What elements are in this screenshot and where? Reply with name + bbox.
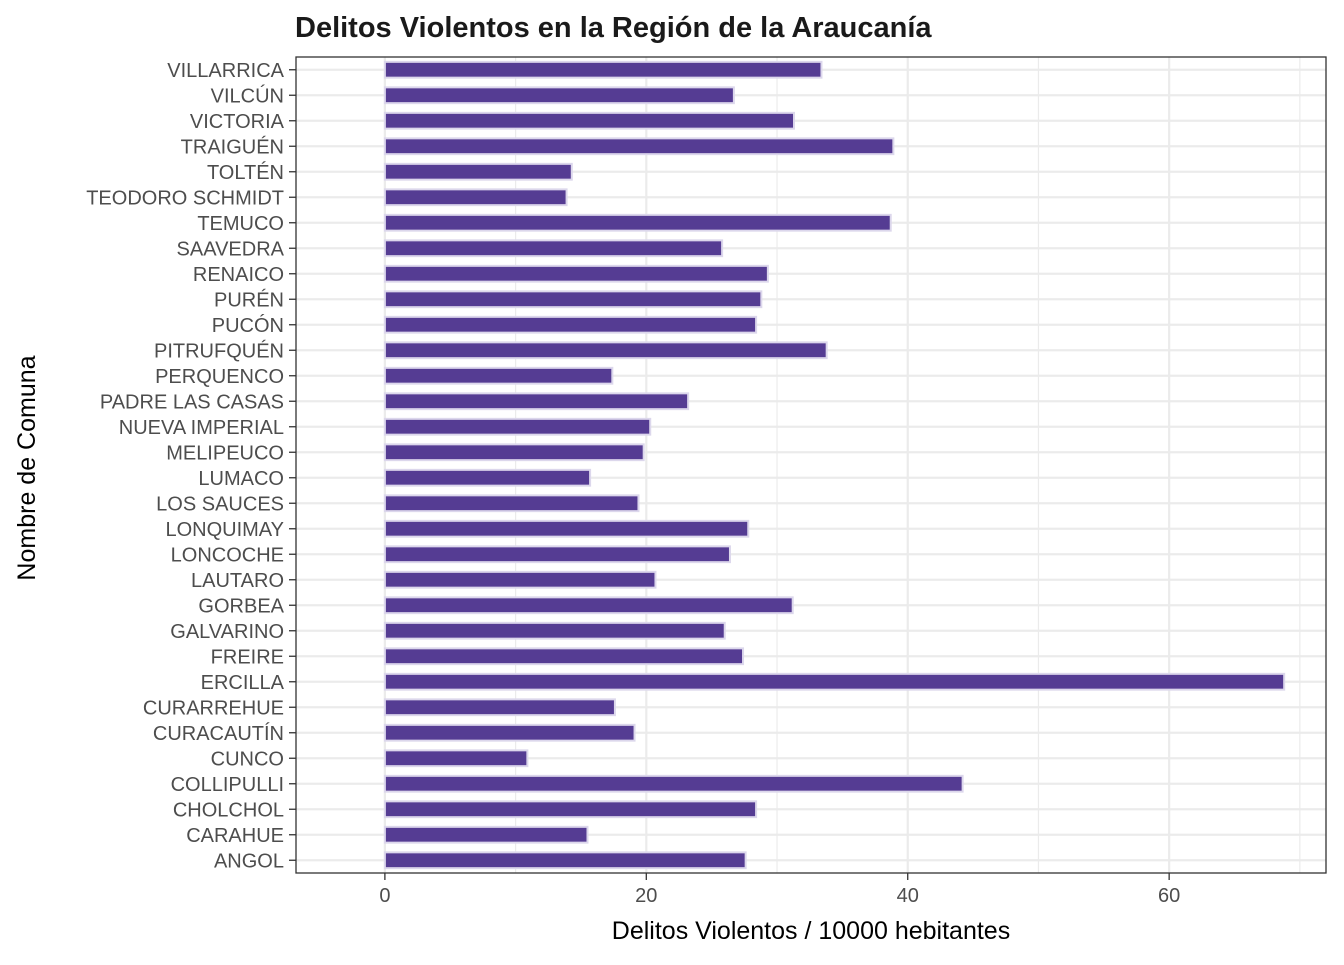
y-tick-label: LONQUIMAY (165, 519, 284, 541)
bar (383, 392, 690, 411)
y-tick-label: NUEVA IMPERIAL (119, 417, 284, 439)
y-tick-label: RENAICO (193, 264, 284, 286)
bar (383, 698, 616, 717)
bar (383, 137, 895, 156)
y-tick-label: FREIRE (211, 646, 284, 668)
bar (383, 519, 750, 538)
bar (383, 213, 892, 232)
bar (383, 596, 794, 615)
x-tick-label: 0 (379, 885, 390, 907)
y-tick-label: TEMUCO (197, 213, 284, 235)
bar (383, 162, 573, 181)
y-tick-label: CARAHUE (186, 825, 284, 847)
bar (383, 672, 1286, 691)
bar (383, 264, 769, 283)
bar-layer (383, 60, 1286, 870)
bar (383, 647, 745, 666)
axis-layer: ANGOL CARAHUE CHOLCHOL COLLIPULLI CUNCO CURAC… (86, 60, 1180, 907)
x-tick-label: 20 (635, 885, 657, 907)
bar (383, 545, 731, 564)
bar (383, 851, 747, 870)
bar (383, 570, 657, 589)
y-axis-title: Nombre de Comuna (13, 355, 41, 580)
y-tick-label: TRAIGUÉN (181, 135, 284, 158)
bar (383, 417, 652, 436)
y-tick-label: CUNCO (211, 748, 284, 770)
bar (383, 86, 735, 105)
bar (383, 443, 645, 462)
y-tick-label: LONCOCHE (171, 544, 284, 566)
y-tick-label: PITRUFQUÉN (154, 339, 284, 362)
y-tick-label: MELIPEUCO (166, 442, 284, 464)
y-tick-label: LUMACO (198, 468, 284, 490)
bar (383, 290, 763, 309)
y-tick-label: PADRE LAS CASAS (100, 391, 284, 413)
chart-title: Delitos Violentos en la Región de la Ara… (295, 12, 932, 44)
y-tick-label: LAUTARO (191, 570, 284, 592)
y-tick-label: CHOLCHOL (173, 799, 284, 821)
bar (383, 366, 614, 385)
y-tick-label: VICTORIA (190, 111, 285, 133)
y-tick-label: VILLARRICA (167, 60, 284, 82)
y-tick-label: SAAVEDRA (177, 238, 285, 260)
y-tick-label: CURARREHUE (143, 697, 284, 719)
y-tick-label: ERCILLA (201, 672, 285, 694)
x-tick-label: 60 (1158, 885, 1180, 907)
bar (383, 800, 758, 819)
bar (383, 468, 592, 487)
bar (383, 341, 828, 360)
panel-border (295, 56, 1327, 874)
x-tick-label: 40 (897, 885, 919, 907)
y-tick-label: PURÉN (214, 288, 284, 311)
y-tick-label: ANGOL (214, 850, 284, 872)
y-tick-label: PERQUENCO (155, 366, 284, 388)
bar (383, 60, 823, 79)
y-tick-label: PUCÓN (212, 314, 284, 337)
bar (383, 239, 724, 258)
bar (383, 315, 758, 334)
y-tick-label: COLLIPULLI (171, 774, 284, 796)
bar (383, 825, 589, 844)
bar (383, 188, 568, 207)
x-axis-title: Delitos Violentos / 10000 hebitantes (612, 917, 1010, 945)
y-tick-label: VILCÚN (211, 84, 284, 107)
bar (383, 494, 640, 513)
bar (383, 723, 636, 742)
y-tick-label: CURACAUTÍN (153, 722, 284, 745)
y-tick-label: LOS SAUCES (156, 493, 284, 515)
y-tick-label: GORBEA (198, 595, 284, 617)
y-tick-label: TEODORO SCHMIDT (86, 187, 284, 209)
bar (383, 749, 529, 768)
bar (383, 774, 964, 793)
y-tick-label: GALVARINO (170, 621, 284, 643)
bar (383, 111, 796, 130)
y-tick-label: TOLTÉN (207, 161, 284, 184)
bar (383, 621, 726, 640)
